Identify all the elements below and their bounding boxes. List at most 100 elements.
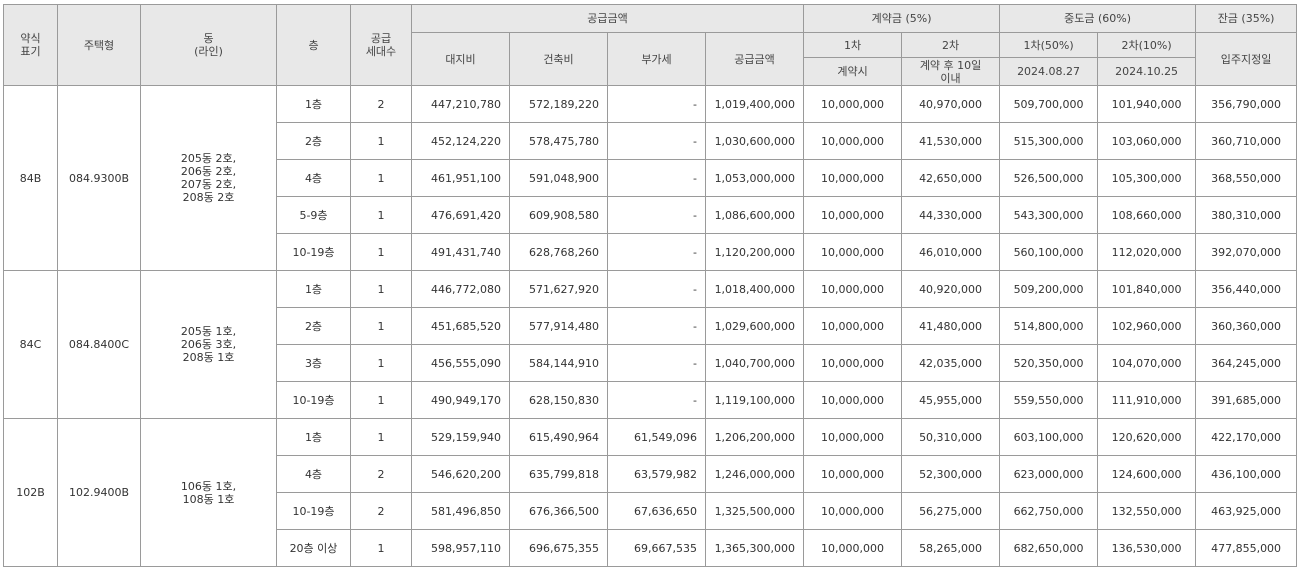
col-dong: 동 (라인): [140, 4, 277, 86]
cell-balance: 356,790,000: [1195, 85, 1298, 123]
cell-middle-2: 101,940,000: [1097, 85, 1197, 123]
cell-floor: 4층: [276, 159, 351, 197]
cell-building: 609,908,580: [509, 196, 608, 234]
cell-units: 2: [350, 455, 412, 493]
cell-dong: 205동 2호, 206동 2호, 207동 2호, 208동 2호: [140, 85, 277, 271]
table-row: 10-19층 1 491,431,740 628,768,260-1,120,200,…: [4, 233, 1298, 271]
cell-middle-2: 105,300,000: [1097, 159, 1197, 197]
cell-building: 628,768,260: [509, 233, 608, 271]
cell-land: 452,124,220: [411, 122, 510, 160]
cell-vat: -: [607, 381, 706, 419]
cell-building: 615,490,964: [509, 418, 608, 456]
cell-land: 461,951,100: [411, 159, 510, 197]
cell-deposit-1: 10,000,000: [803, 196, 903, 234]
col-floor: 층: [276, 4, 351, 86]
cell-floor: 1층: [276, 270, 351, 308]
cell-deposit-1: 10,000,000: [803, 122, 903, 160]
cell-vat: -: [607, 196, 706, 234]
cell-vat: -: [607, 85, 706, 123]
table-header: 약식 표기 주택형 동 (라인) 층 공급 세대수 공급금액 계약금 (5%) …: [3, 4, 1298, 86]
cell-middle-1: 509,200,000: [999, 270, 1099, 308]
cell-units: 1: [350, 307, 412, 345]
cell-middle-2: 103,060,000: [1097, 122, 1197, 160]
cell-middle-2: 124,600,000: [1097, 455, 1197, 493]
cell-building: 628,150,830: [509, 381, 608, 419]
table-row: 2층 1 452,124,220 578,475,780-1,030,600,000 1…: [4, 122, 1298, 160]
cell-deposit-1: 10,000,000: [803, 307, 903, 345]
col-supply-total: 공급금액: [704, 32, 805, 86]
cell-land: 490,949,170: [411, 381, 510, 419]
table-row: 4층 2 546,620,200 635,799,818 63,579,982 1,246…: [4, 455, 1298, 493]
cell-deposit-2: 50,310,000: [901, 418, 1001, 456]
col-balance-when: 입주지정일: [1195, 32, 1298, 86]
cell-middle-2: 136,530,000: [1097, 529, 1197, 567]
cell-units: 1: [350, 233, 412, 271]
col-building: 건축비: [509, 32, 608, 86]
cell-middle-2: 104,070,000: [1097, 344, 1197, 382]
cell-supply-total: 1,120,200,000: [704, 233, 805, 271]
cell-supply-total: 1,029,600,000: [704, 307, 805, 345]
cell-balance: 436,100,000: [1195, 455, 1298, 493]
cell-floor: 10-19층: [276, 381, 351, 419]
cell-type-code: 102B: [3, 418, 58, 567]
cell-balance: 360,710,000: [1195, 122, 1298, 160]
cell-middle-1: 526,500,000: [999, 159, 1099, 197]
cell-units: 1: [350, 122, 412, 160]
cell-building: 571,627,920: [509, 270, 608, 308]
cell-supply-total: 1,040,700,000: [704, 344, 805, 382]
cell-deposit-2: 42,650,000: [901, 159, 1001, 197]
cell-deposit-2: 58,265,000: [901, 529, 1001, 567]
cell-floor: 1층: [276, 418, 351, 456]
cell-middle-1: 623,000,000: [999, 455, 1099, 493]
col-units: 공급 세대수: [350, 4, 412, 86]
col-middle-1: 1차(50%): [999, 32, 1099, 58]
cell-land: 529,159,940: [411, 418, 510, 456]
cell-floor: 10-19층: [276, 492, 351, 530]
cell-balance: 392,070,000: [1195, 233, 1298, 271]
cell-vat: 67,636,650: [607, 492, 706, 530]
cell-building: 696,675,355: [509, 529, 608, 567]
cell-middle-1: 603,100,000: [999, 418, 1099, 456]
cell-supply-total: 1,246,000,000: [704, 455, 805, 493]
cell-land: 581,496,850: [411, 492, 510, 530]
cell-deposit-1: 10,000,000: [803, 344, 903, 382]
cell-deposit-1: 10,000,000: [803, 85, 903, 123]
cell-floor: 3층: [276, 344, 351, 382]
col-deposit-2-when: 계약 후 10일 이내: [901, 57, 1001, 86]
cell-building: 591,048,900: [509, 159, 608, 197]
cell-units: 1: [350, 381, 412, 419]
cell-floor: 1층: [276, 85, 351, 123]
cell-building: 584,144,910: [509, 344, 608, 382]
cell-deposit-2: 40,970,000: [901, 85, 1001, 123]
cell-supply-total: 1,119,100,000: [704, 381, 805, 419]
col-supply-price: 공급금액: [410, 4, 805, 33]
col-house-type: 주택형: [57, 4, 141, 86]
cell-supply-total: 1,365,300,000: [704, 529, 805, 567]
cell-units: 1: [350, 344, 412, 382]
col-land: 대지비: [411, 32, 510, 86]
cell-middle-2: 111,910,000: [1097, 381, 1197, 419]
cell-land: 456,555,090: [411, 344, 510, 382]
cell-floor: 10-19층: [276, 233, 351, 271]
cell-deposit-1: 10,000,000: [803, 381, 903, 419]
cell-deposit-1: 10,000,000: [803, 233, 903, 271]
cell-land: 451,685,520: [411, 307, 510, 345]
cell-building: 577,914,480: [509, 307, 608, 345]
cell-middle-1: 514,800,000: [999, 307, 1099, 345]
cell-balance: 477,855,000: [1195, 529, 1298, 567]
cell-middle-1: 543,300,000: [999, 196, 1099, 234]
cell-middle-1: 520,350,000: [999, 344, 1099, 382]
col-deposit: 계약금 (5%): [803, 4, 1001, 33]
table-row: 20층 이상 1 598,957,110 696,675,355 69,667,535 1…: [4, 529, 1298, 567]
cell-vat: 63,579,982: [607, 455, 706, 493]
cell-type-code: 84C: [3, 270, 58, 419]
cell-balance: 360,360,000: [1195, 307, 1298, 345]
cell-middle-2: 102,960,000: [1097, 307, 1197, 345]
cell-middle-1: 662,750,000: [999, 492, 1099, 530]
cell-vat: 69,667,535: [607, 529, 706, 567]
table-row: 102B 102.9400B 106동 1호, 108동 1호 1층 1 529,159,…: [3, 418, 1298, 567]
cell-balance: 356,440,000: [1195, 270, 1298, 308]
cell-supply-total: 1,206,200,000: [704, 418, 805, 456]
price-table: 약식 표기 주택형 동 (라인) 층 공급 세대수 공급금액 계약금 (5%) …: [3, 4, 1298, 567]
cell-land: 447,210,780: [411, 85, 510, 123]
